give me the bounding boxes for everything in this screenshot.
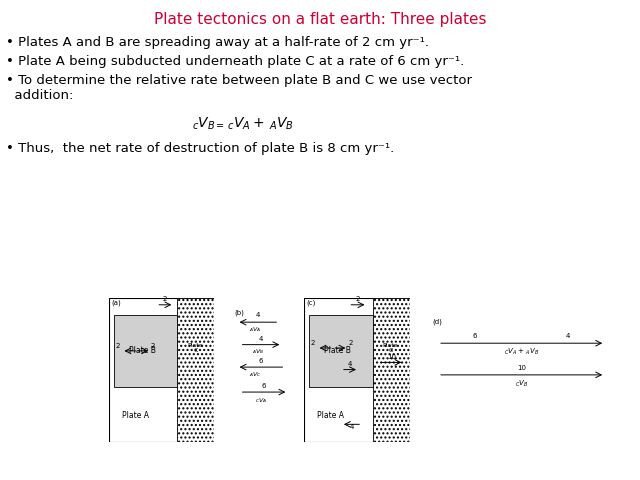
- Text: (c): (c): [306, 300, 316, 306]
- Text: Plate tectonics on a flat earth: Three plates: Plate tectonics on a flat earth: Three p…: [154, 12, 486, 27]
- Text: $_C\mathit{V}_A$: $_C\mathit{V}_A$: [255, 396, 267, 405]
- Text: 2: 2: [348, 340, 353, 346]
- Text: 4: 4: [566, 333, 570, 339]
- Text: Plate A: Plate A: [122, 411, 148, 420]
- Text: $_C\mathit{V}_A + \, _A\mathit{V}_B$: $_C\mathit{V}_A + \, _A\mathit{V}_B$: [504, 347, 540, 357]
- Text: Plate
C: Plate C: [188, 343, 204, 353]
- Text: (d): (d): [433, 319, 442, 325]
- Text: 2: 2: [115, 343, 120, 349]
- Polygon shape: [114, 315, 177, 387]
- Text: 2: 2: [310, 340, 315, 346]
- Text: • Plate A being subducted underneath plate C at a rate of 6 cm yr⁻¹.: • Plate A being subducted underneath pla…: [6, 55, 465, 68]
- Text: 6: 6: [262, 384, 266, 389]
- Polygon shape: [309, 315, 372, 387]
- Text: Plate B: Plate B: [324, 347, 351, 355]
- Text: (b): (b): [235, 310, 244, 316]
- Text: $_A\mathit{V}_A$: $_A\mathit{V}_A$: [249, 325, 261, 334]
- Text: • Thus,  the net rate of destruction of plate B is 8 cm yr⁻¹.: • Thus, the net rate of destruction of p…: [6, 142, 395, 155]
- Text: 10: 10: [387, 353, 396, 360]
- Polygon shape: [177, 298, 214, 442]
- Text: • To determine the relative rate between plate B and C we use vector
  addition:: • To determine the relative rate between…: [6, 74, 472, 102]
- Text: 4: 4: [256, 312, 260, 318]
- Text: 2: 2: [163, 296, 167, 302]
- Text: 2: 2: [356, 296, 360, 302]
- Text: 4: 4: [349, 424, 354, 430]
- Text: 10: 10: [517, 365, 526, 371]
- Text: 6: 6: [473, 333, 477, 339]
- Text: Plate A: Plate A: [317, 411, 344, 420]
- Text: (a): (a): [111, 300, 121, 306]
- Text: 4: 4: [348, 361, 351, 367]
- Text: Plate B: Plate B: [129, 347, 156, 355]
- Text: $_A\mathit{V}_B$: $_A\mathit{V}_B$: [252, 348, 264, 356]
- Text: 2: 2: [151, 343, 156, 349]
- Text: 6: 6: [259, 359, 263, 364]
- Text: $_C\mathit{V}_B$: $_C\mathit{V}_B$: [515, 378, 529, 389]
- Text: $_c\mathit{V}_{B=\,c}\mathit{V}_A+\,_A\mathit{V}_B$: $_c\mathit{V}_{B=\,c}\mathit{V}_A+\,_A\m…: [192, 115, 294, 132]
- Polygon shape: [372, 298, 410, 442]
- Text: Plate
C: Plate C: [383, 343, 399, 353]
- Text: 4: 4: [259, 336, 263, 342]
- Text: $_A\mathit{V}_C$: $_A\mathit{V}_C$: [248, 370, 261, 379]
- Text: • Plates A and B are spreading away at a half-rate of 2 cm yr⁻¹.: • Plates A and B are spreading away at a…: [6, 36, 429, 49]
